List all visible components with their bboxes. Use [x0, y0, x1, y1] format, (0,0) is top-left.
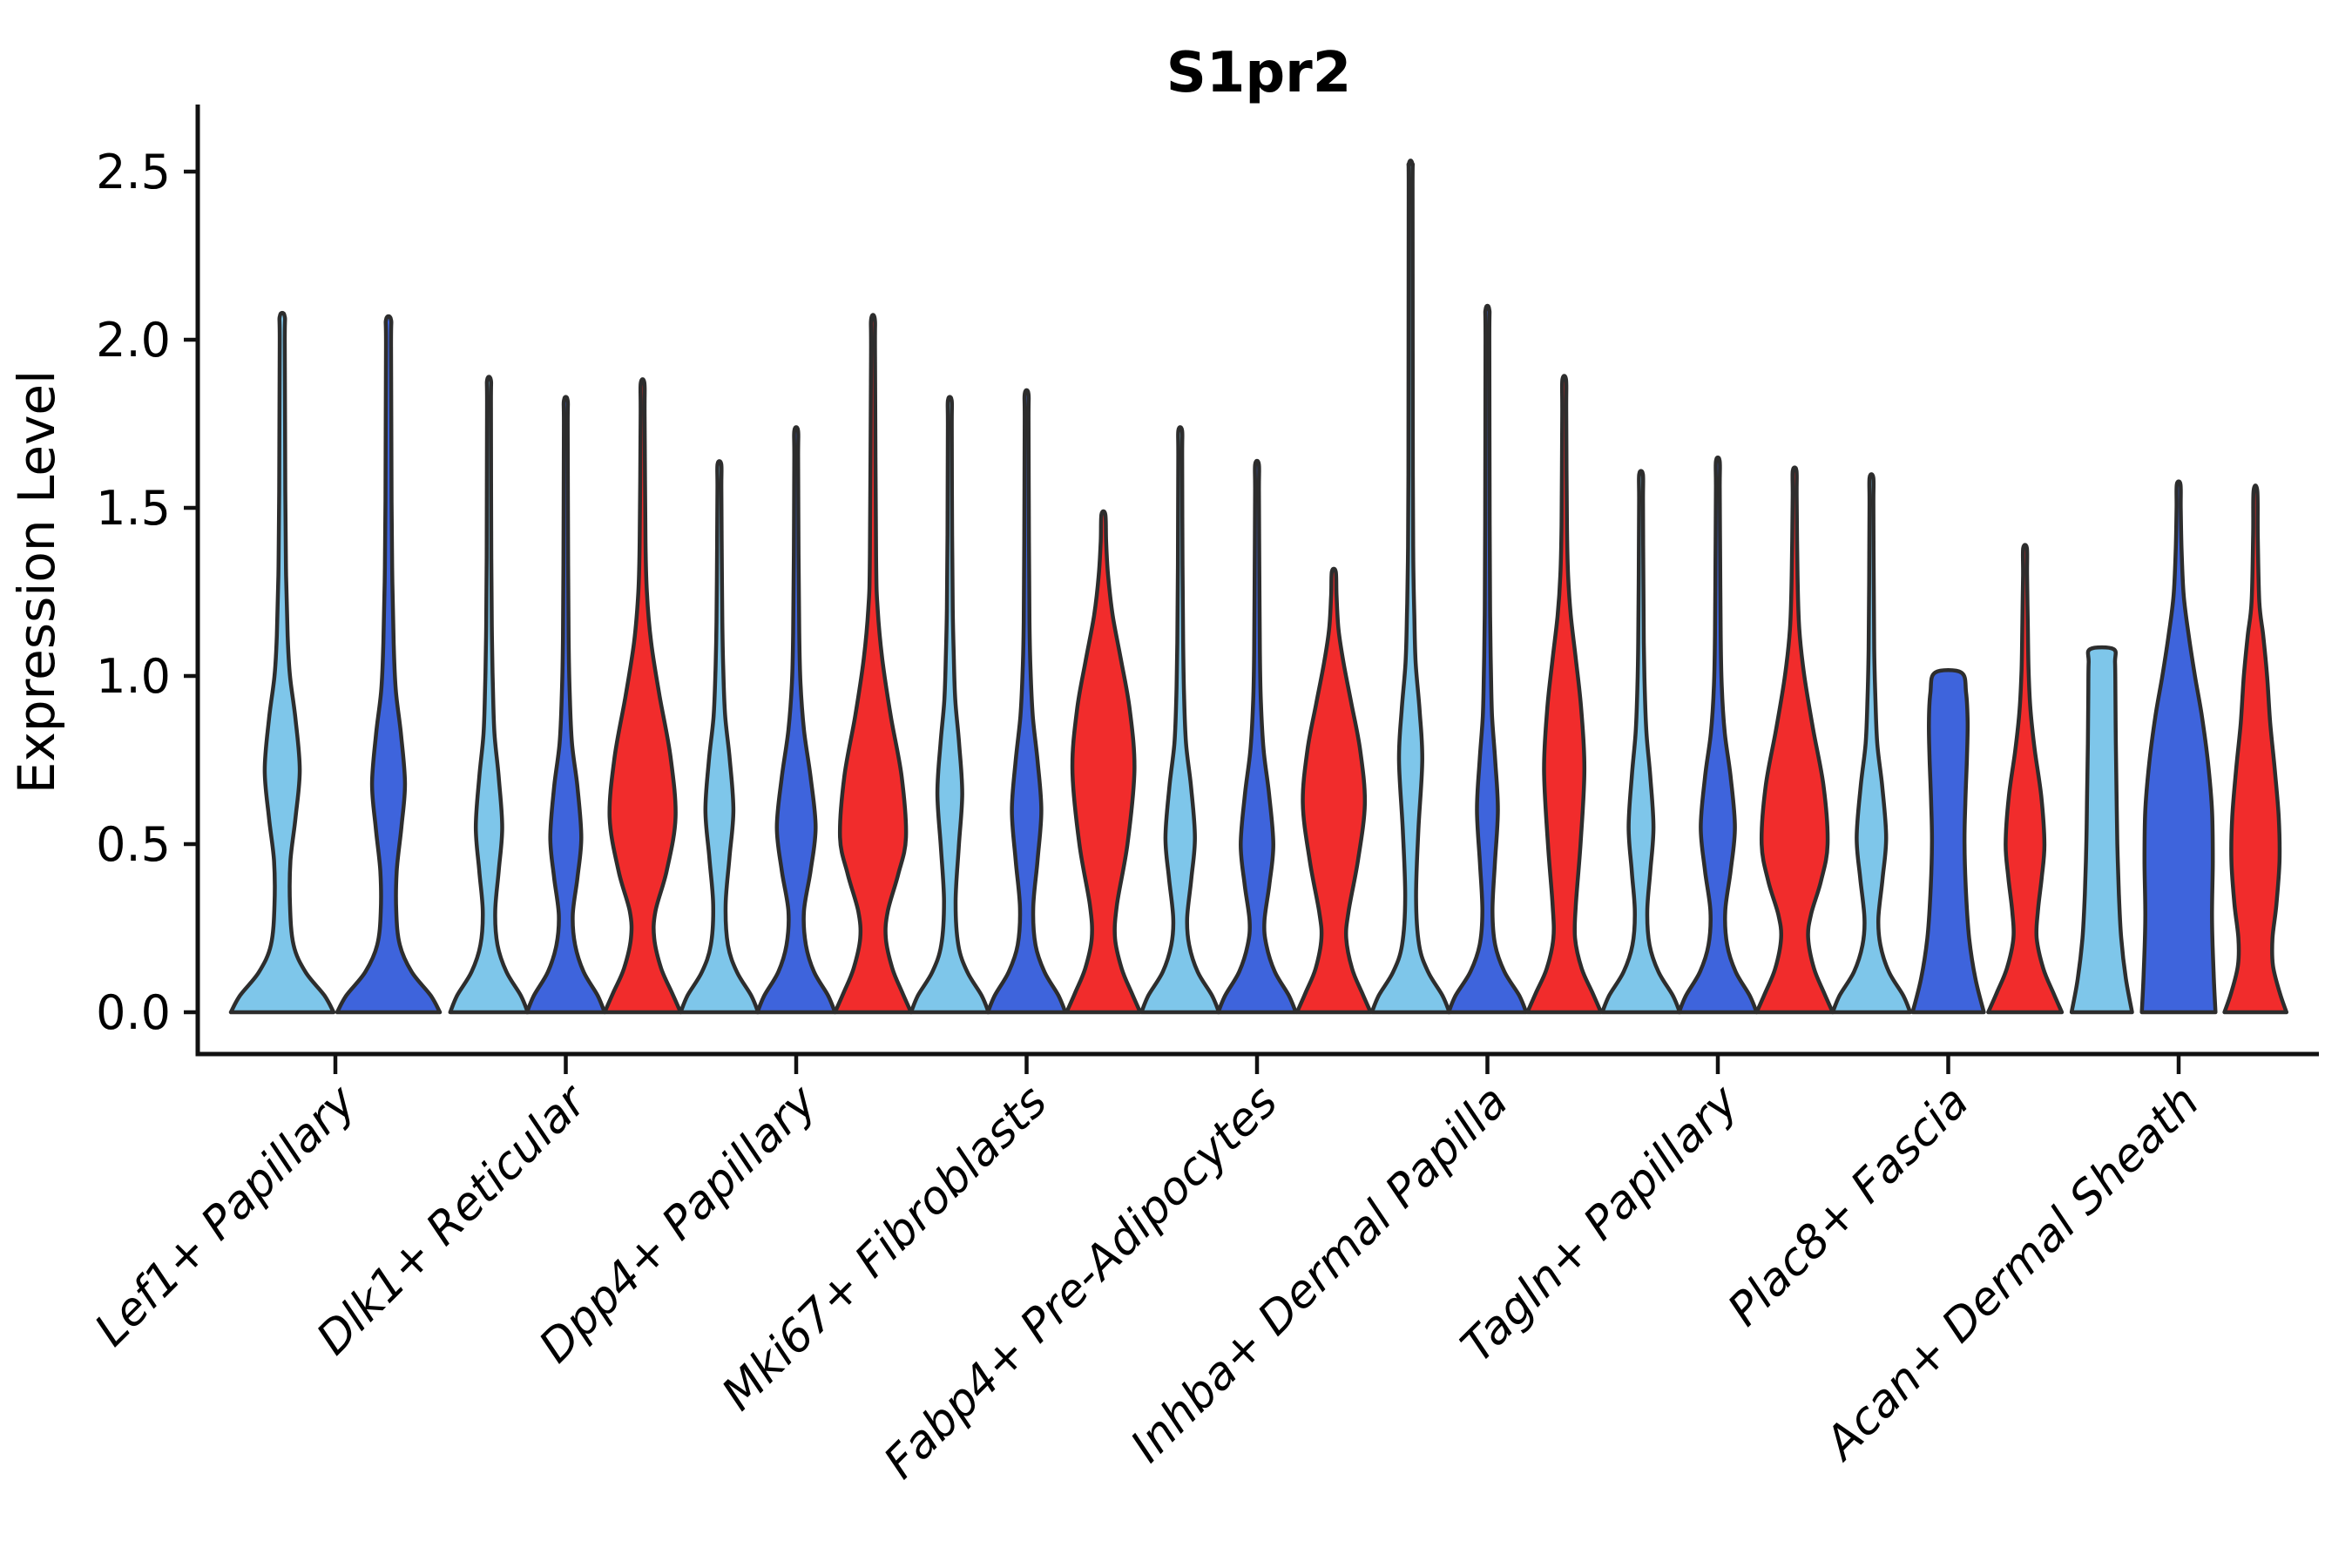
violin-blue [2139, 479, 2218, 1015]
violin-blue [755, 425, 837, 1015]
violin-red [1525, 374, 1604, 1015]
violin-blue [1446, 303, 1529, 1015]
violin-series [228, 159, 2289, 1015]
plot-title: S1pr2 [1166, 41, 1352, 105]
x-tick-label: Plac8+ Fascia [1718, 1076, 1978, 1336]
violin-group-9 [2069, 479, 2289, 1015]
violin-lightblue [228, 310, 336, 1015]
violin-blue [985, 388, 1068, 1015]
violin-group-2 [448, 375, 683, 1015]
y-tick-label: 0.0 [96, 985, 171, 1040]
violin-red [602, 377, 683, 1015]
violin-blue [524, 395, 607, 1015]
violin-lightblue [1139, 425, 1221, 1015]
x-tick-label: Fabp4+ Pre-Adipocytes [875, 1076, 1288, 1490]
violin-red [1064, 509, 1143, 1015]
violin-red [833, 313, 914, 1015]
violin-lightblue [2069, 645, 2134, 1015]
violin-lightblue [909, 395, 991, 1015]
violin-red [2222, 483, 2289, 1015]
violin-blue [335, 314, 443, 1015]
y-tick-label: 2.5 [96, 145, 171, 199]
y-tick-label: 1.5 [96, 481, 171, 536]
violin-group-6 [1369, 159, 1604, 1015]
violin-lightblue [1600, 469, 1682, 1015]
violin-group-7 [1600, 455, 1835, 1015]
y-tick-label: 0.5 [96, 817, 171, 872]
x-tick-label: Acan+ Dermal Sheath [1814, 1076, 2209, 1471]
violin-lightblue [1830, 472, 1913, 1015]
violin-blue [1216, 458, 1298, 1015]
x-tick-label: Inhba+ Dermal Papilla [1121, 1076, 1518, 1473]
violin-lightblue [448, 375, 531, 1015]
violin-lightblue [1369, 159, 1452, 1015]
violin-blue [1910, 668, 1986, 1015]
violin-red [1986, 543, 2065, 1015]
violin-group-1 [228, 310, 443, 1015]
violin-blue [1677, 455, 1759, 1015]
violin-group-3 [679, 313, 914, 1015]
y-tick-label: 2.0 [96, 313, 171, 368]
violin-group-5 [1139, 425, 1373, 1015]
violin-red [1754, 465, 1835, 1015]
violin-lightblue [679, 459, 760, 1015]
y-tick-label: 1.0 [96, 649, 171, 704]
violin-group-4 [909, 388, 1143, 1015]
y-axis-ticks: 0.0 0.5 1.0 1.5 2.0 2.5 [96, 145, 198, 1040]
violin-red [1294, 566, 1373, 1015]
y-axis-label: Expression Level [7, 370, 66, 794]
violin-group-8 [1830, 472, 2065, 1015]
